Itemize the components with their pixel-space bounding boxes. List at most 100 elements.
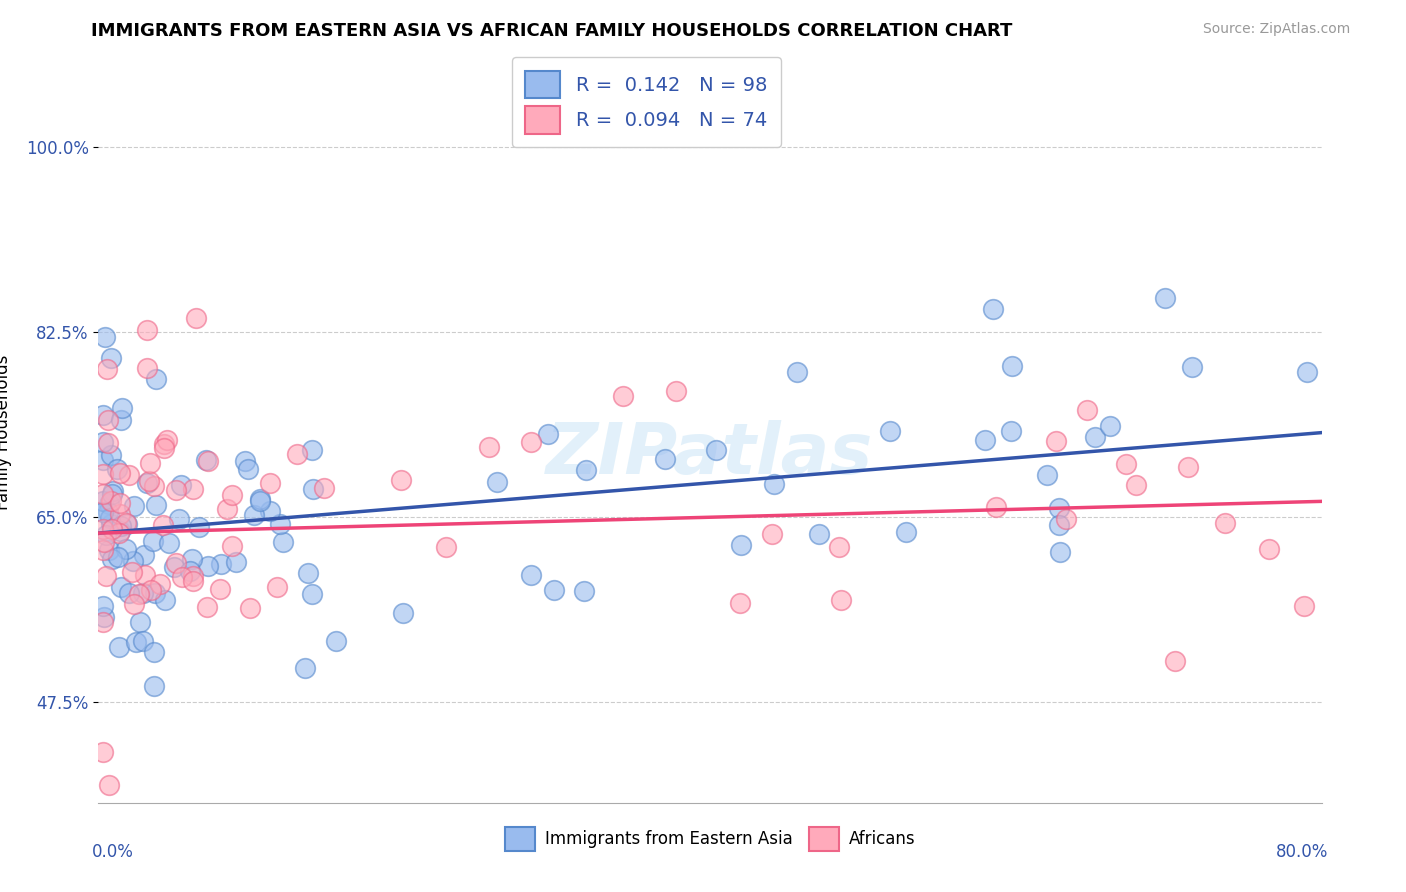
Point: [728, 596, 751, 610]
Point: [128, 587, 150, 601]
Point: [1177, 460, 1199, 475]
Point: [1047, 517, 1070, 532]
Point: [665, 384, 688, 398]
Point: [139, 456, 162, 470]
Point: [314, 481, 336, 495]
Point: [894, 524, 917, 539]
Point: [181, 551, 204, 566]
Point: [163, 559, 186, 574]
Point: [1153, 291, 1175, 305]
Point: [101, 552, 124, 566]
Point: [110, 519, 132, 533]
Point: [142, 534, 165, 549]
Text: ZIPatlas: ZIPatlas: [547, 420, 873, 490]
Point: [266, 580, 288, 594]
Point: [114, 516, 136, 531]
Point: [391, 606, 413, 620]
Point: [706, 442, 728, 457]
Point: [145, 498, 167, 512]
Point: [301, 587, 323, 601]
Point: [152, 436, 174, 450]
Point: [138, 474, 160, 488]
Point: [91, 493, 114, 508]
Point: [108, 640, 131, 655]
Text: 0.0%: 0.0%: [91, 843, 134, 861]
Point: [101, 484, 124, 499]
Point: [1258, 541, 1281, 556]
Point: [91, 599, 114, 613]
Point: [830, 593, 852, 607]
Point: [478, 440, 501, 454]
Point: [98, 511, 121, 525]
Point: [1181, 359, 1204, 374]
Point: [195, 600, 218, 615]
Point: [537, 426, 560, 441]
Point: [236, 462, 259, 476]
Point: [271, 534, 294, 549]
Point: [1164, 653, 1187, 667]
Point: [167, 512, 190, 526]
Point: [297, 566, 319, 580]
Point: [132, 549, 155, 563]
Point: [165, 556, 187, 570]
Point: [91, 487, 114, 501]
Point: [100, 517, 122, 532]
Text: Source: ZipAtlas.com: Source: ZipAtlas.com: [1202, 22, 1350, 37]
Point: [730, 538, 752, 552]
Point: [93, 610, 115, 624]
Point: [184, 311, 207, 326]
Point: [145, 372, 167, 386]
Point: [434, 541, 457, 555]
Point: [225, 555, 247, 569]
Point: [209, 582, 232, 596]
Point: [94, 569, 117, 583]
Point: [170, 570, 193, 584]
Point: [93, 534, 115, 549]
Point: [572, 583, 595, 598]
Text: IMMIGRANTS FROM EASTERN ASIA VS AFRICAN FAMILY HOUSEHOLDS CORRELATION CHART: IMMIGRANTS FROM EASTERN ASIA VS AFRICAN …: [91, 22, 1012, 40]
Point: [108, 466, 131, 480]
Point: [181, 574, 204, 588]
Point: [325, 634, 347, 648]
Point: [149, 577, 172, 591]
Point: [100, 351, 122, 366]
Point: [389, 473, 412, 487]
Point: [654, 452, 676, 467]
Point: [136, 323, 159, 337]
Point: [1049, 545, 1071, 559]
Point: [132, 633, 155, 648]
Point: [1000, 359, 1022, 374]
Point: [981, 302, 1004, 317]
Point: [1084, 429, 1107, 443]
Point: [239, 600, 262, 615]
Point: [301, 483, 323, 497]
Point: [100, 448, 122, 462]
Point: [110, 413, 132, 427]
Point: [91, 467, 114, 481]
Point: [157, 535, 180, 549]
Point: [152, 518, 174, 533]
Point: [97, 542, 120, 557]
Point: [221, 539, 243, 553]
Point: [153, 441, 176, 455]
Point: [1076, 403, 1098, 417]
Point: [143, 679, 166, 693]
Point: [91, 505, 114, 519]
Point: [97, 505, 120, 519]
Point: [761, 527, 783, 541]
Point: [984, 500, 1007, 515]
Point: [143, 585, 166, 599]
Point: [575, 463, 598, 477]
Point: [153, 592, 176, 607]
Point: [974, 434, 997, 448]
Point: [181, 569, 204, 583]
Point: [486, 475, 509, 490]
Point: [807, 526, 830, 541]
Legend: Immigrants from Eastern Asia, Africans: Immigrants from Eastern Asia, Africans: [498, 821, 922, 857]
Point: [1115, 457, 1137, 471]
Point: [1054, 512, 1077, 526]
Point: [131, 586, 153, 600]
Point: [121, 566, 143, 580]
Point: [1295, 365, 1317, 379]
Point: [91, 745, 114, 759]
